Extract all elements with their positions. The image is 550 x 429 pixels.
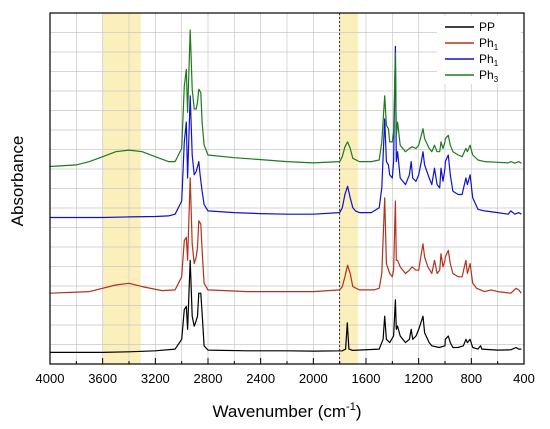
x-axis-label-close: ): [356, 402, 362, 421]
x-tick-label: 800: [460, 371, 482, 386]
y-axis-label: Absorbance: [8, 136, 27, 227]
x-axis-label-main: Wavenumber (cm: [213, 402, 347, 421]
x-axis-label-superscript: -1: [346, 401, 356, 413]
x-tick-label: 2000: [299, 371, 328, 386]
series-lines: [49, 29, 522, 353]
legend-label: PP: [479, 20, 495, 34]
legend-label-subscript: 3: [494, 75, 499, 84]
series-line-pp-1: [50, 259, 522, 353]
series-line-ph3-4: [49, 29, 522, 168]
series-line-ph1-2: [49, 177, 522, 294]
x-tick-label: 3200: [141, 371, 170, 386]
legend-label-subscript: 1: [494, 59, 499, 68]
x-tick-label: 1600: [352, 371, 381, 386]
x-tick-label: 2800: [194, 371, 223, 386]
x-tick-label: 400: [513, 371, 535, 386]
x-axis-label: Wavenumber (cm-1): [213, 401, 362, 421]
x-tick-label: 4000: [36, 371, 65, 386]
series-line-ph1-3: [50, 45, 522, 219]
x-axis-ticks: 4000 3600 3200 2800 2400 2000 1600 1200 800 400: [36, 358, 535, 386]
legend-label-subscript: 1: [494, 43, 499, 52]
x-tick-label: 2400: [246, 371, 275, 386]
x-tick-label: 1200: [404, 371, 433, 386]
x-tick-label: 3600: [88, 371, 117, 386]
